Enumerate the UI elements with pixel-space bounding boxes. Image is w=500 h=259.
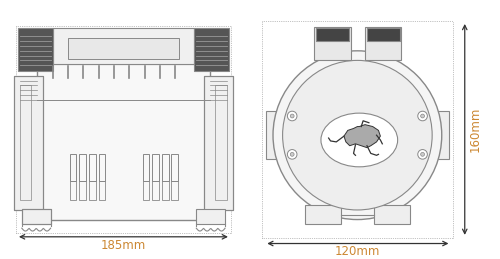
Bar <box>374 205 410 224</box>
Bar <box>80 181 86 200</box>
Bar <box>314 27 350 60</box>
Bar <box>18 28 52 71</box>
Circle shape <box>418 149 428 159</box>
Bar <box>172 154 178 181</box>
Circle shape <box>288 111 297 121</box>
Bar <box>430 111 450 159</box>
Bar <box>70 154 76 181</box>
Circle shape <box>418 111 428 121</box>
Bar <box>216 85 227 200</box>
Bar <box>152 181 159 200</box>
Bar <box>152 154 159 181</box>
Bar <box>68 38 179 60</box>
Bar <box>52 32 195 64</box>
Bar <box>162 181 168 200</box>
Bar <box>367 28 400 41</box>
Bar <box>98 154 105 181</box>
Bar <box>142 181 150 200</box>
Circle shape <box>288 149 297 159</box>
Text: 120mm: 120mm <box>335 246 380 258</box>
Text: 160mm: 160mm <box>468 107 481 152</box>
Bar <box>162 154 168 181</box>
Circle shape <box>273 51 442 220</box>
Bar <box>142 154 150 181</box>
Bar <box>89 154 96 181</box>
Bar <box>204 76 233 210</box>
Text: 185mm: 185mm <box>101 239 146 252</box>
Bar <box>22 209 50 224</box>
Bar <box>304 205 341 224</box>
Bar <box>22 209 50 224</box>
Bar <box>37 61 210 220</box>
Bar <box>266 111 285 159</box>
Circle shape <box>420 114 424 118</box>
Bar <box>365 27 402 60</box>
Bar <box>172 181 178 200</box>
Bar <box>20 85 32 200</box>
Circle shape <box>290 153 294 156</box>
Bar <box>194 28 229 71</box>
Bar <box>14 76 43 210</box>
Bar <box>316 28 348 41</box>
Polygon shape <box>344 125 381 148</box>
Polygon shape <box>52 28 195 64</box>
Circle shape <box>282 60 432 210</box>
Bar <box>204 76 233 210</box>
Ellipse shape <box>321 113 398 167</box>
Bar <box>196 209 225 224</box>
Bar <box>14 76 43 210</box>
Bar <box>80 154 86 181</box>
Bar <box>70 181 76 200</box>
Circle shape <box>290 114 294 118</box>
Bar <box>89 181 96 200</box>
Circle shape <box>420 153 424 156</box>
Bar <box>98 181 105 200</box>
